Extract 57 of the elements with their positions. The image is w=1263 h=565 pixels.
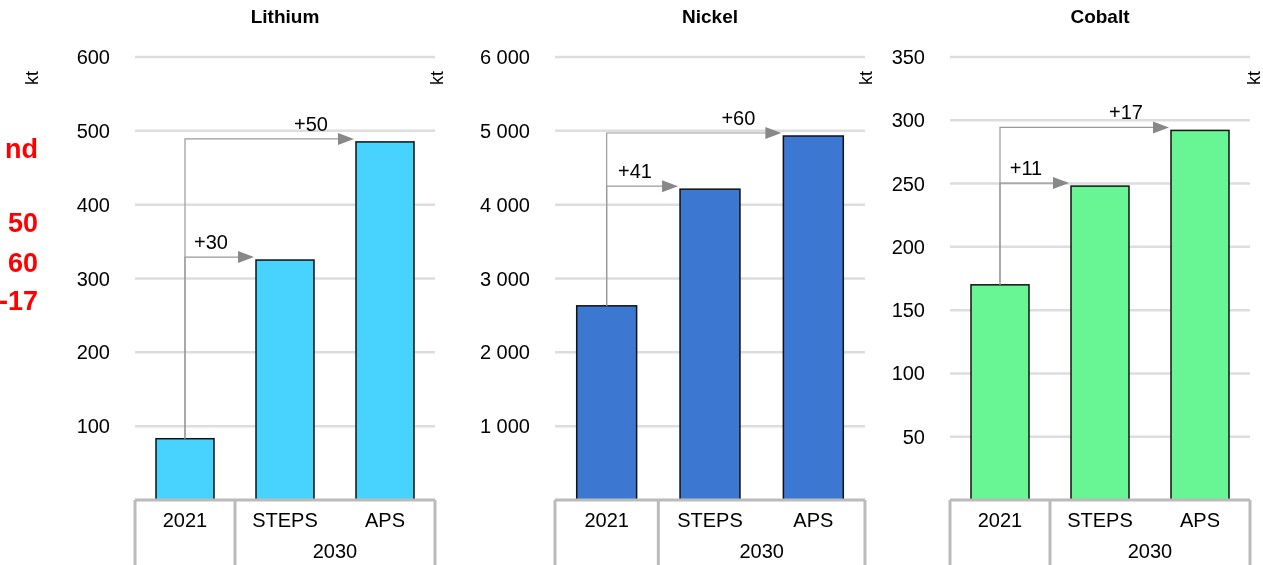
y-axis-title: kt xyxy=(22,70,42,86)
y-tick-label: 2 000 xyxy=(479,341,530,364)
x-tick-label: APS xyxy=(1179,509,1221,531)
x-tick-label: STEPS xyxy=(1067,509,1133,531)
chart-title: Lithium xyxy=(250,6,320,27)
y-tick-label: 150 xyxy=(891,299,925,322)
y-tick-label: 300 xyxy=(891,109,925,132)
chart-title: Cobalt xyxy=(1070,6,1131,27)
x-tick-label: STEPS xyxy=(677,509,743,531)
bar xyxy=(1070,185,1130,501)
bar xyxy=(679,188,741,501)
x-tick-label: 2021 xyxy=(584,509,629,531)
annotation: +17 xyxy=(1109,101,1143,124)
bar xyxy=(255,259,315,501)
text: 50 xyxy=(7,208,38,238)
y-tick-label: 300 xyxy=(76,267,110,290)
annotation: +11 xyxy=(1009,157,1043,180)
y-tick-label: 350 xyxy=(891,46,925,68)
bar xyxy=(1170,129,1230,501)
annotation: kt xyxy=(856,70,876,86)
y-tick-label: 200 xyxy=(76,341,110,364)
text: -17 xyxy=(0,286,38,316)
y-tick-label: 4 000 xyxy=(479,193,530,216)
text: 2030 xyxy=(1127,540,1173,562)
y-tick-label: 5 000 xyxy=(479,119,530,142)
y-axis-title: kt xyxy=(427,70,447,86)
y-tick-label: 400 xyxy=(76,193,110,216)
annotation: +41 xyxy=(618,160,652,183)
annotation: +50 xyxy=(294,112,328,135)
bar xyxy=(782,135,845,501)
y-tick-label: 1 000 xyxy=(479,415,530,438)
x-tick-label: APS xyxy=(364,509,406,531)
y-tick-label: 600 xyxy=(76,46,110,68)
y-axis-title: kt xyxy=(1244,70,1263,86)
x-tick-label: 2021 xyxy=(977,509,1023,531)
bar xyxy=(575,305,638,501)
chart-title: Nickel xyxy=(682,6,738,27)
x-tick-label: 2021 xyxy=(162,509,208,531)
annotation: +60 xyxy=(721,107,756,129)
text: nd xyxy=(5,134,38,164)
text: 60 xyxy=(7,248,38,278)
bar xyxy=(155,437,215,501)
bar xyxy=(355,141,415,501)
y-tick-label: 6 000 xyxy=(479,46,530,68)
annotation: +30 xyxy=(194,231,228,254)
y-tick-label: 200 xyxy=(891,235,925,258)
x-tick-label: APS xyxy=(793,509,834,531)
x-tick-label: STEPS xyxy=(252,509,318,531)
y-tick-label: 3 000 xyxy=(479,267,530,290)
y-tick-label: 250 xyxy=(891,172,925,195)
y-tick-label: 500 xyxy=(76,119,110,142)
y-tick-label: 50 xyxy=(902,425,925,448)
bar xyxy=(970,284,1030,501)
text: 2030 xyxy=(739,540,784,562)
y-tick-label: 100 xyxy=(891,362,925,385)
y-tick-label: 100 xyxy=(76,415,110,438)
text: 2030 xyxy=(312,540,358,562)
